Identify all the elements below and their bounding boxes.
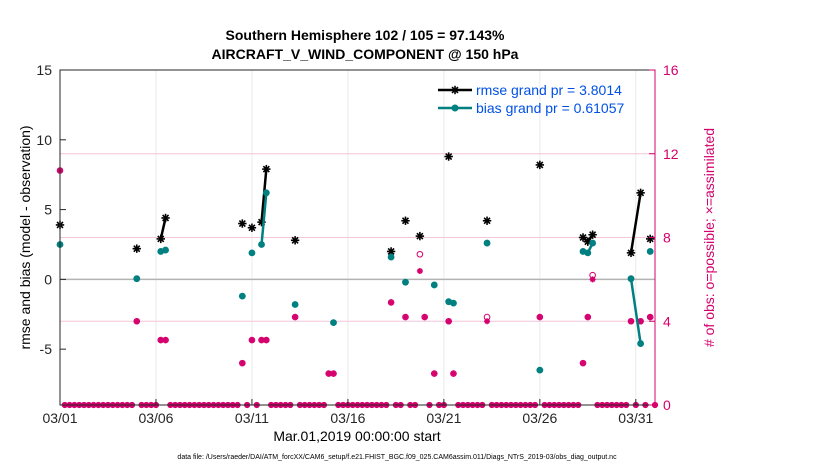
obs-assimilated-point [628,318,635,325]
obs-assimilated-point [239,360,246,367]
bias-point [238,292,246,300]
obs-assimilated-point [536,314,543,321]
obs-assimilated-point [388,299,395,306]
x-tick-label: 03/06 [138,410,173,426]
obs-assimilated-point [637,318,644,325]
x-tick-label: 03/16 [330,410,365,426]
obs-assimilated-point [431,370,438,377]
rmse-point [238,219,247,228]
bias-point [589,239,597,247]
obs-assimilated-point [162,337,169,344]
rmse-point [636,188,645,198]
bias-point [627,275,635,283]
obs-assimilated-point [584,314,591,321]
chart-title-line1: Southern Hemisphere 102 / 105 = 97.143% [226,27,506,43]
y-tick-label: 0 [44,271,52,287]
rmse-line-segment [629,192,642,254]
series-layer [55,152,655,374]
rmse-point [386,247,396,256]
rmse-point [401,216,410,225]
y-tick-label: 15 [36,62,52,78]
obs-assimilated-point [402,314,409,321]
x-tick-label: 03/21 [426,410,461,426]
obs-assimilated-point [484,318,491,325]
bias-point [387,253,395,261]
bias-point [646,248,654,255]
rmse-point [626,248,636,258]
x-tick-label: 03/01 [42,410,77,426]
bias-point [291,301,299,308]
bias-point [584,249,592,257]
obs-assimilated-point [445,318,452,325]
data-file-footnote: data file: /Users/raeder/DAI/ATM_forcXX/… [177,454,617,461]
y2-tick-label: 16 [663,62,679,78]
obs-assimilated-point [133,318,140,325]
chart-title-line2: AIRCRAFT_V_WIND_COMPONENT @ 150 hPa [212,46,519,62]
x-tick-label: 03/31 [618,410,653,426]
rmse-point [156,234,165,244]
rmse-point [646,234,655,244]
bias-line-segment [629,278,642,344]
bias-point [330,319,337,327]
obs-assimilated-point [450,370,457,377]
bias-point [162,246,169,254]
obs-possible-point [416,250,424,258]
rmse-point [290,236,300,245]
rmse-point [482,216,492,225]
y2-tick-label: 4 [663,313,671,329]
y-axis-ticks: -5 0 5 10 15 [36,62,66,357]
obs-assimilated-point [421,314,428,321]
legend-rmse-star [450,85,460,95]
rmse-point [132,244,141,253]
obs-assimilated-point [416,268,423,274]
rmse-point [444,152,453,161]
y-axis-label: rmse and bias (model - observation) [17,125,33,349]
obs-assimilated-point [589,276,596,283]
bias-point [450,299,457,307]
bias-point [430,281,438,289]
obs-assimilated-point [647,314,654,321]
rmse-point [262,164,271,174]
rmse-point [588,230,597,239]
y-tick-label: 5 [44,202,52,218]
bias-point [402,278,409,286]
bias-point [133,275,141,283]
legend: rmse grand pr = 3.8014 bias grand pr = 0… [438,82,624,116]
obs-assimilated-point [580,360,587,367]
bias-point [258,241,265,248]
legend-bias-marker [451,104,459,112]
obs-assimilated-point [248,337,255,344]
rmse-line-segment [260,168,268,223]
y2-axis-label: # of obs: o=possible; ×=assimilated [701,128,717,347]
x-axis-ticks: 03/01 03/06 03/11 03/16 03/21 03/26 03/31 [42,399,654,426]
bias-line-segment [260,192,268,245]
legend-bias-label: bias grand pr = 0.61057 [476,100,624,116]
y-tick-label: -5 [40,341,53,357]
rmse-point [415,231,425,241]
bias-point [248,249,256,257]
bias-point [262,189,270,197]
bias-point [483,239,491,247]
y2-tick-label: 0 [663,397,671,413]
rmse-point [535,160,545,170]
obs-assimilated-point [330,370,337,377]
bias-point [536,366,544,374]
obs-assimilated-point [263,337,270,344]
bias-point [637,340,645,347]
rmse-point [247,223,257,232]
legend-rmse-label: rmse grand pr = 3.8014 [476,82,622,98]
y-tick-label: 10 [36,132,52,148]
legend-rmse-marker [450,85,460,95]
x-tick-label: 03/26 [522,410,557,426]
x-tick-label: 03/11 [235,410,269,426]
y2-tick-label: 8 [663,230,671,246]
obs-assimilated-point [292,314,299,321]
y2-axis-ticks: 0 4 8 12 16 [649,62,679,413]
rmse-point [161,213,170,223]
y2-tick-label: 12 [663,146,679,162]
x-axis-label: Mar.01,2019 00:00:00 start [273,428,440,444]
